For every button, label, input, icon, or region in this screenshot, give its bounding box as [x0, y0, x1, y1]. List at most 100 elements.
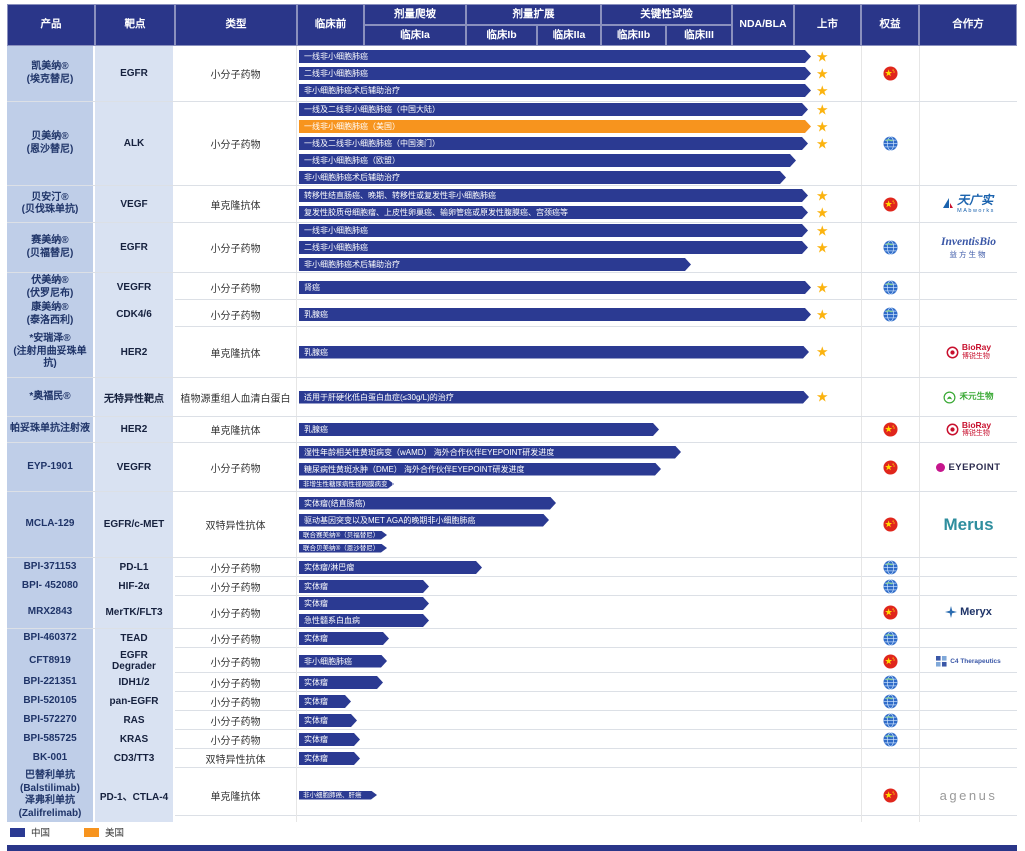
pipeline-stage-bar: 二线非小细胞肺癌 [299, 67, 811, 80]
partner-cell [919, 629, 1017, 648]
partner-name: EYEPOINT [948, 461, 1001, 473]
bar-line: 非增生性糖尿病性视网膜病变（pcDR） [299, 480, 861, 489]
partner-cell: BioRay 博锐生物 [919, 417, 1017, 442]
marketed-star-icon: ★ [816, 388, 829, 405]
pipeline-stage-bar: 非增生性糖尿病性视网膜病变（pcDR） [299, 480, 394, 489]
col-header-dose-expansion: 剂量扩展 [466, 4, 601, 25]
rights-cell [861, 730, 919, 749]
col-header-phase-iii: 临床III [666, 25, 732, 46]
pipeline-row: MCLA-129 EGFR/c-MET 双特异性抗体 实体瘤(结直肠癌) 驱动基因突变以… [7, 492, 1017, 558]
partner-cell [919, 749, 1017, 768]
marketed-star-icon: ★ [816, 279, 829, 296]
partner-cell [919, 102, 1017, 185]
bar-line: 实体瘤 [299, 695, 861, 708]
product-name: 伏美纳® (伏罗尼布) [7, 273, 95, 302]
bars-area: 实体瘤 [297, 673, 861, 692]
partner-cell [919, 46, 1017, 101]
pipeline-row: BPI- 452080 HIF-2α 小分子药物 实体瘤 [7, 577, 1017, 596]
bars-area: 实体瘤 [297, 692, 861, 711]
bar-line: 非小细胞肺癌 [299, 655, 861, 668]
pipeline-stage-bar: 联合贝美纳®（恩沙替尼） [299, 544, 387, 553]
pipeline-stage-bar: 乳腺癌 [299, 346, 809, 359]
bar-line: 乳腺癌 [299, 423, 861, 436]
pipeline-row: 帕妥珠单抗注射液 HER2 单克隆抗体 乳腺癌 BioRay 博锐生物 [7, 417, 1017, 443]
target-name: PD-L1 [95, 558, 175, 577]
type-name: 小分子药物 [175, 711, 297, 730]
target-name: pan-EGFR [95, 692, 175, 711]
partner-subname: 博锐生物 [961, 430, 990, 438]
bar-line: 非小细胞肺癌术后辅助治疗 [299, 171, 861, 184]
type-name: 小分子药物 [175, 558, 297, 577]
partner-cell [919, 300, 1017, 329]
legend-item-usa: 美国 [84, 825, 124, 839]
pipeline-row: BK-001 CD3/TT3 双特异性抗体 实体瘤 [7, 749, 1017, 768]
pipeline-stage-bar: 非小细胞肺癌、肝癌 [299, 791, 377, 800]
partner-name: Meryx [960, 606, 992, 618]
target-name: EGFR [95, 46, 175, 101]
type-name: 小分子药物 [175, 648, 297, 674]
pipeline-stage-bar: 实体瘤(结直肠癌) [299, 497, 556, 510]
bar-line: 实体瘤/淋巴瘤 [299, 561, 861, 574]
bar-line: 实体瘤 [299, 597, 861, 610]
rights-cell [861, 629, 919, 648]
bars-area: 湿性年龄相关性黄斑病变（wAMD） 海外合作伙伴EYEPOINT研发进度 糖尿病性… [297, 443, 861, 491]
target-name: EGFR [95, 223, 175, 272]
bar-line: 实体瘤 [299, 580, 861, 593]
pipeline-rows: 凯美纳® (埃克替尼) EGFR 小分子药物 一线非小细胞肺癌 ★ 二线非小细胞肺癌 ★ 非小… [7, 46, 1017, 822]
marketed-star-icon: ★ [816, 306, 829, 323]
pipeline-row: BPI-585725 KRAS 小分子药物 实体瘤 [7, 730, 1017, 749]
oryzogen-leaf-icon [943, 391, 956, 403]
bar-line: 湿性年龄相关性黄斑病变（wAMD） 海外合作伙伴EYEPOINT研发进度 [299, 446, 861, 459]
eyepoint-dot-icon [936, 462, 946, 472]
rights-cell [861, 417, 919, 442]
type-name: 小分子药物 [175, 596, 297, 628]
target-name: TEAD [95, 629, 175, 648]
bars-area: 实体瘤(结直肠癌) 驱动基因突变以及MET AGA的晚期非小细胞肺癌联合赛美纳®（… [297, 492, 861, 557]
bar-line: 实体瘤 [299, 676, 861, 689]
type-name: 小分子药物 [175, 577, 297, 596]
rights-cell [861, 596, 919, 628]
target-name: CDK4/6 [95, 300, 175, 329]
pipeline-stage-bar: 一线及二线非小细胞肺癌（中国大陆） [299, 103, 808, 116]
type-name: 小分子药物 [175, 730, 297, 749]
partner-name: 禾元生物 [959, 391, 994, 402]
bar-line: 乳腺癌 ★ [299, 306, 861, 323]
rights-cell [861, 768, 919, 822]
pipeline-table: 产品 靶点 类型 临床前 剂量爬坡 剂量扩展 关键性试验 临床Ia 临床Ib 临… [7, 4, 1017, 851]
target-name: VEGFR [95, 443, 175, 491]
rights-cell [861, 577, 919, 596]
rights-cell [861, 186, 919, 222]
globe-icon [883, 631, 898, 646]
type-name: 双特异性抗体 [175, 749, 297, 768]
partner-cell: 禾元生物 [919, 378, 1017, 416]
rights-cell [861, 558, 919, 577]
type-name: 单克隆抗体 [175, 768, 297, 822]
bar-line: 驱动基因突变以及MET AGA的晚期非小细胞肺癌 [299, 514, 861, 527]
partner-name: BioRay [961, 419, 992, 430]
pipeline-stage-bar: 实体瘤 [299, 580, 429, 593]
partner-cell [919, 711, 1017, 730]
pipeline-stage-bar: 一线及二线非小细胞肺癌（中国澳门） [299, 137, 808, 150]
target-name: CD3/TT3 [95, 749, 175, 768]
china-flag-icon [883, 653, 898, 669]
type-name: 小分子药物 [175, 443, 297, 491]
bar-line: 一线及二线非小细胞肺癌（中国澳门） ★ [299, 135, 861, 152]
pipeline-stage-bar: 联合赛美纳®（贝福替尼） [299, 531, 387, 540]
col-header-phase-iib: 临床IIb [601, 25, 666, 46]
rights-cell [861, 492, 919, 557]
marketed-star-icon: ★ [816, 101, 829, 118]
product-name: 康美纳® (泰洛西利) [7, 300, 95, 329]
bar-line: 实体瘤 [299, 733, 861, 746]
pipeline-stage-bar: 实体瘤 [299, 676, 383, 689]
col-header-product: 产品 [7, 4, 95, 46]
globe-icon [883, 560, 898, 575]
rights-cell [861, 102, 919, 185]
china-flag-icon [883, 517, 898, 532]
target-name: VEGFR [95, 273, 175, 302]
marketed-star-icon: ★ [816, 135, 829, 152]
bar-line: 一线非小细胞肺癌 ★ [299, 49, 861, 63]
target-name: KRAS [95, 730, 175, 749]
pipeline-row: EYP-1901 VEGFR 小分子药物 湿性年龄相关性黄斑病变（wAMD） 海外合作… [7, 443, 1017, 492]
rights-cell [861, 711, 919, 730]
product-name: 贝安汀® (贝伐珠单抗) [7, 186, 95, 222]
